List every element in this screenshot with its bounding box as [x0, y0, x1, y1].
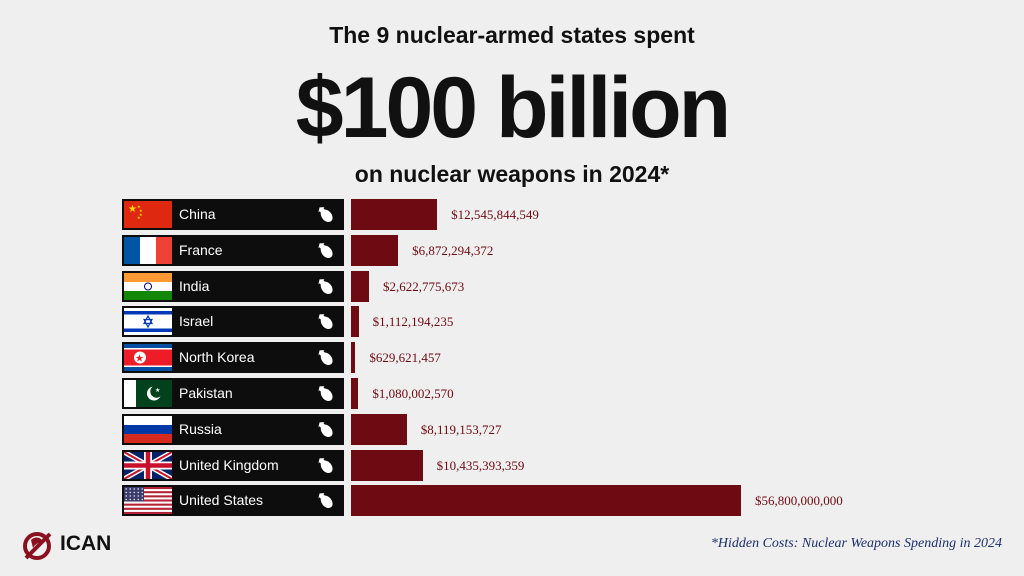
svg-text:★: ★	[155, 387, 160, 394]
bomb-icon	[316, 420, 336, 440]
value-label: $1,080,002,570	[372, 386, 454, 401]
country-label-russia: Russia	[122, 413, 344, 445]
svg-text:★: ★	[139, 212, 143, 217]
svg-text:★: ★	[128, 204, 137, 215]
bar-united-states	[351, 485, 741, 517]
country-name: France	[179, 241, 223, 258]
country-name: India	[179, 277, 210, 294]
country-name: North Korea	[179, 349, 255, 366]
bar-israel	[351, 306, 359, 338]
china-flag-icon: ★ ★ ★ ★ ★	[124, 201, 172, 228]
country-label-united-states: United States	[122, 485, 344, 517]
bomb-icon	[316, 205, 336, 225]
country-name: United States	[179, 492, 264, 509]
country-label-pakistan: ★ Pakistan	[122, 378, 344, 409]
value-label: $629,621,457	[369, 350, 441, 366]
bar-india	[351, 270, 369, 302]
country-label-india: India	[122, 270, 344, 302]
ican-logo-icon	[23, 532, 52, 560]
bomb-icon	[316, 312, 336, 332]
svg-text:★: ★	[137, 215, 141, 220]
ican-logo: ICAN	[20, 528, 130, 564]
north-korea-flag-icon: ★	[124, 344, 172, 372]
value-label: $8,119,153,727	[420, 421, 502, 437]
country-label-united-kingdom: United Kingdom	[122, 449, 344, 481]
bomb-icon	[316, 384, 336, 404]
country-label-israel: Israel	[122, 306, 344, 338]
russia-flag-icon	[124, 415, 172, 443]
value-label: $56,800,000,000	[755, 493, 843, 509]
country-name: Pakistan	[179, 385, 233, 401]
india-flag-icon	[124, 272, 172, 300]
value-label: $2,622,775,673	[383, 278, 465, 294]
israel-flag-icon	[124, 308, 172, 336]
ican-logo-text: ICAN	[60, 532, 112, 555]
uk-flag-icon	[124, 451, 172, 479]
svg-text:★: ★	[137, 204, 141, 209]
value-label: $6,872,294,372	[412, 242, 494, 258]
svg-text:★: ★	[135, 354, 144, 365]
value-label: $10,435,393,359	[436, 457, 525, 473]
svg-text:★: ★	[139, 208, 143, 213]
headline-bottom: on nuclear weapons in 2024*	[354, 161, 670, 187]
country-label-france: France	[122, 234, 344, 266]
country-label-china: ★ ★ ★ ★ ★ China	[122, 199, 344, 230]
usa-flag-icon	[124, 487, 172, 515]
bar-united-kingdom	[351, 449, 423, 481]
value-label: $1,112,194,235	[372, 314, 454, 330]
headline-total: $100 billion	[295, 60, 731, 156]
country-name: China	[179, 206, 216, 222]
bar-china	[351, 199, 438, 230]
bar-pakistan	[351, 378, 359, 409]
headline-top: The 9 nuclear-armed states spent	[329, 22, 695, 48]
footnote: *Hidden Costs: Nuclear Weapons Spending …	[710, 536, 1002, 551]
country-label-north-korea: ★ North Korea	[122, 342, 344, 374]
country-name: Israel	[179, 313, 214, 330]
bar-russia	[351, 413, 407, 445]
france-flag-icon	[124, 236, 172, 264]
bomb-icon	[316, 241, 336, 261]
bomb-icon	[316, 348, 336, 368]
bar-north-korea	[351, 342, 356, 374]
bar-france	[351, 234, 399, 266]
country-name: Russia	[179, 420, 222, 437]
bomb-icon	[316, 456, 336, 476]
pakistan-flag-icon: ★	[124, 380, 172, 407]
bomb-icon	[316, 277, 336, 297]
bomb-icon	[316, 491, 336, 511]
value-label: $12,545,844,549	[451, 207, 539, 222]
country-name: United Kingdom	[179, 456, 279, 473]
